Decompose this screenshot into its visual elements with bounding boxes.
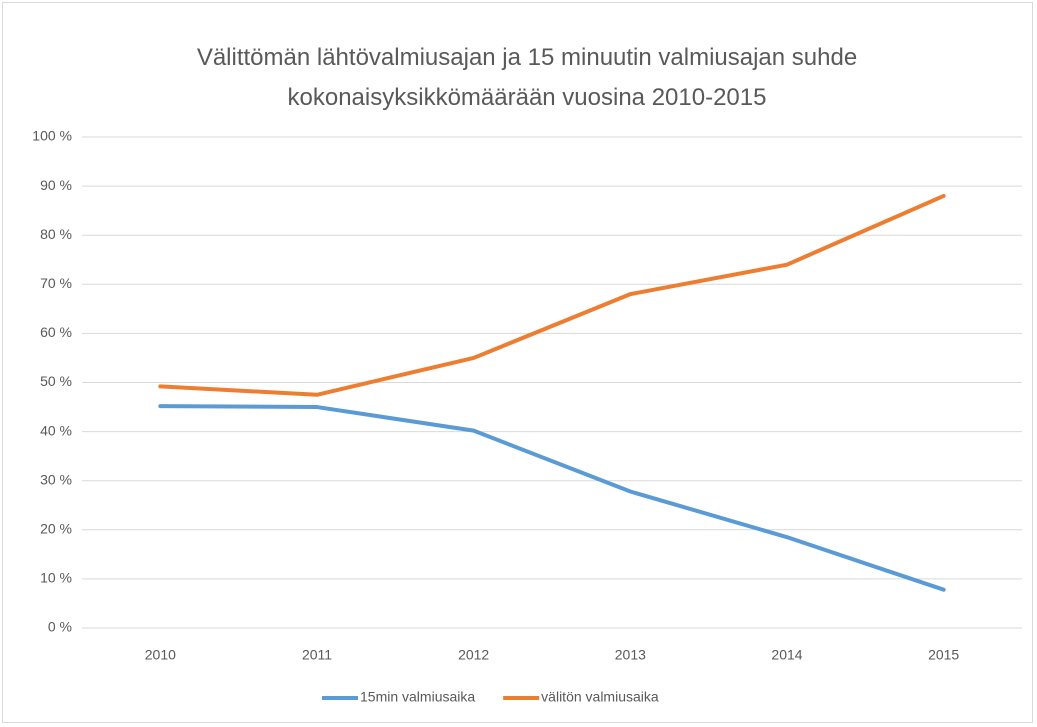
- y-tick-label: 80 %: [40, 226, 72, 242]
- x-tick-label: 2012: [458, 647, 489, 663]
- y-tick-label: 40 %: [40, 422, 72, 438]
- x-tick-label: 2014: [771, 647, 802, 663]
- y-tick-label: 20 %: [40, 521, 72, 537]
- y-tick-label: 60 %: [40, 324, 72, 340]
- y-tick-label: 90 %: [40, 177, 72, 193]
- series-line: [158, 193, 946, 397]
- chart-title: Välittömän lähtövalmiusajan ja 15 minuut…: [196, 44, 858, 111]
- y-tick-label: 10 %: [40, 570, 72, 586]
- y-tick-label: 50 %: [40, 373, 72, 389]
- legend-label: 15min valmiusaika: [360, 689, 475, 705]
- y-tick-label: 30 %: [40, 471, 72, 487]
- y-tick-label: 100 %: [32, 128, 72, 144]
- y-tick-label: 70 %: [40, 275, 72, 291]
- x-tick-label: 2011: [302, 647, 332, 663]
- x-tick-label: 2013: [615, 647, 646, 663]
- x-tick-label: 2010: [145, 647, 176, 663]
- series-line: [158, 404, 946, 592]
- y-tick-label: 0 %: [48, 619, 72, 635]
- legend-label: välitön valmiusaika: [541, 689, 659, 705]
- x-tick-label: 2015: [928, 647, 959, 663]
